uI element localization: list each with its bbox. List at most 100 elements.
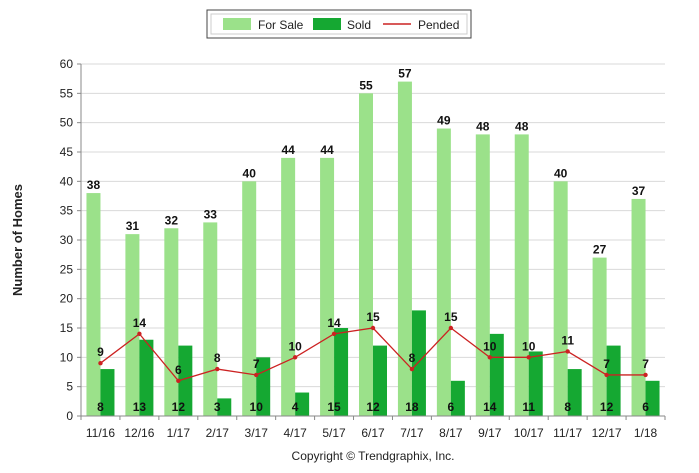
label-pended: 8 — [214, 351, 221, 365]
bar-for-sale — [86, 193, 101, 416]
bar-for-sale — [475, 134, 490, 416]
bar-for-sale — [397, 81, 412, 416]
bar-sold — [217, 398, 232, 416]
y-tick-label: 60 — [60, 57, 74, 71]
y-tick-label: 15 — [60, 321, 74, 335]
legend-label-for-sale: For Sale — [258, 18, 304, 32]
label-for-sale: 44 — [320, 143, 334, 157]
x-tick-label: 10/17 — [514, 426, 544, 440]
label-pended: 7 — [642, 357, 649, 371]
label-for-sale: 49 — [437, 114, 451, 128]
x-tick-label: 12/17 — [592, 426, 622, 440]
label-for-sale: 37 — [632, 184, 646, 198]
bar-sold — [489, 333, 504, 416]
label-for-sale: 32 — [165, 213, 179, 227]
label-pended: 15 — [366, 310, 380, 324]
bar-for-sale — [553, 181, 568, 416]
x-tick-label: 11/16 — [86, 426, 115, 440]
legend-swatch-for-sale — [223, 18, 251, 30]
y-tick-label: 0 — [66, 409, 73, 423]
bar-sold — [256, 357, 271, 416]
pended-point — [370, 325, 376, 331]
label-for-sale: 57 — [398, 67, 412, 81]
bar-sold — [373, 345, 387, 416]
bar-sold — [567, 369, 582, 416]
bar-for-sale — [203, 222, 218, 416]
label-for-sale: 38 — [87, 178, 101, 192]
bar-for-sale — [359, 93, 373, 416]
y-axis-label: Number of Homes — [10, 184, 25, 296]
legend-swatch-sold — [313, 18, 341, 30]
label-for-sale: 40 — [243, 166, 257, 180]
bar-for-sale — [242, 181, 257, 416]
pended-point — [137, 331, 142, 337]
label-sold: 12 — [366, 400, 380, 414]
bar-for-sale — [436, 128, 451, 417]
label-for-sale: 55 — [359, 78, 373, 92]
label-pended: 9 — [97, 345, 104, 359]
bar-sold — [645, 380, 660, 416]
x-tick-label: 8/17 — [439, 426, 463, 440]
x-tick-label: 6/17 — [361, 426, 385, 440]
label-pended: 14 — [133, 316, 147, 330]
pended-point — [526, 355, 531, 360]
pended-point — [643, 372, 648, 378]
legend: For Sale Sold Pended — [206, 9, 472, 39]
bar-for-sale — [125, 234, 140, 416]
bars — [86, 81, 660, 417]
x-tick-label: 1/18 — [634, 426, 658, 440]
label-sold: 14 — [483, 400, 497, 414]
bar-sold — [100, 369, 115, 416]
label-for-sale: 48 — [515, 119, 529, 133]
label-pended: 7 — [253, 357, 260, 371]
label-pended: 11 — [561, 333, 574, 347]
pended-point — [409, 366, 415, 372]
bar-sold — [139, 339, 154, 416]
y-axis-ticks: 0 5 10 15 20 25 30 35 40 45 50 55 60 — [60, 57, 81, 423]
x-axis-ticks: 11/16 12/16 1/17 2/17 3/17 4/17 5/17 6/17 7/17 8/… — [80, 416, 666, 440]
pended-point — [448, 325, 454, 331]
legend-label-pended: Pended — [418, 18, 459, 32]
pended-point — [215, 366, 220, 372]
pended-point — [331, 331, 337, 337]
x-tick-label: 7/17 — [400, 426, 424, 440]
label-pended: 7 — [603, 357, 610, 371]
y-tick-label: 50 — [60, 116, 74, 130]
label-pended: 10 — [522, 339, 536, 353]
pended-point — [176, 378, 181, 383]
label-sold: 6 — [642, 400, 649, 414]
label-pended: 6 — [175, 363, 182, 377]
bar-sold — [295, 392, 310, 416]
pended-point — [292, 355, 298, 360]
label-pended: 8 — [409, 351, 416, 365]
bar-sold — [178, 345, 193, 416]
label-sold: 8 — [97, 400, 104, 414]
label-sold: 15 — [327, 400, 341, 414]
label-for-sale: 31 — [126, 219, 140, 233]
y-tick-label: 5 — [66, 380, 73, 394]
y-tick-label: 45 — [60, 145, 74, 159]
pended-point — [487, 355, 492, 360]
label-pended: 14 — [327, 316, 341, 330]
label-for-sale: 40 — [554, 166, 568, 180]
pended-point — [254, 372, 259, 378]
x-tick-label: 12/16 — [124, 426, 154, 440]
label-pended: 10 — [288, 339, 302, 353]
data-labels: 3883113321233340104444415551257184964814… — [87, 67, 649, 414]
label-for-sale: 48 — [476, 119, 490, 133]
bar-for-sale — [631, 198, 646, 416]
y-tick-label: 30 — [60, 233, 74, 247]
label-sold: 13 — [133, 400, 147, 414]
bar-sold — [334, 328, 349, 416]
y-tick-label: 55 — [60, 86, 74, 100]
label-sold: 11 — [522, 400, 535, 414]
pended-point — [98, 361, 103, 366]
bar-sold — [528, 351, 543, 416]
bar-for-sale — [320, 157, 335, 416]
bar-sold — [411, 310, 426, 416]
label-for-sale: 33 — [204, 207, 218, 221]
bar-for-sale — [164, 228, 179, 416]
y-tick-label: 20 — [60, 292, 74, 306]
label-sold: 12 — [600, 400, 614, 414]
